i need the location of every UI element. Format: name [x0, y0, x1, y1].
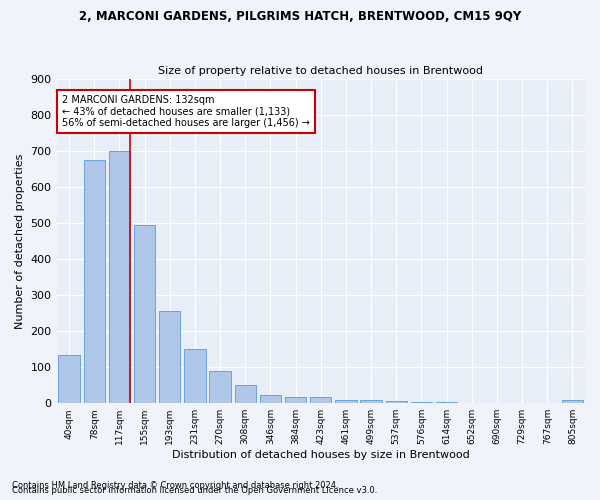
Bar: [134, 225, 155, 403]
Bar: [83, 160, 105, 403]
X-axis label: Distribution of detached houses by size in Brentwood: Distribution of detached houses by size …: [172, 450, 470, 460]
Bar: [235, 385, 256, 403]
Bar: [58, 354, 80, 403]
Title: Size of property relative to detached houses in Brentwood: Size of property relative to detached ho…: [158, 66, 483, 76]
Bar: [361, 400, 382, 403]
Text: Contains public sector information licensed under the Open Government Licence v3: Contains public sector information licen…: [12, 486, 377, 495]
Text: Contains HM Land Registry data © Crown copyright and database right 2024.: Contains HM Land Registry data © Crown c…: [12, 481, 338, 490]
Bar: [562, 400, 583, 403]
Text: 2 MARCONI GARDENS: 132sqm
← 43% of detached houses are smaller (1,133)
56% of se: 2 MARCONI GARDENS: 132sqm ← 43% of detac…: [62, 96, 310, 128]
Bar: [285, 396, 307, 403]
Bar: [411, 402, 432, 403]
Bar: [184, 349, 206, 403]
Text: 2, MARCONI GARDENS, PILGRIMS HATCH, BRENTWOOD, CM15 9QY: 2, MARCONI GARDENS, PILGRIMS HATCH, BREN…: [79, 10, 521, 23]
Y-axis label: Number of detached properties: Number of detached properties: [15, 154, 25, 329]
Bar: [159, 312, 181, 403]
Bar: [310, 396, 331, 403]
Bar: [436, 402, 457, 403]
Bar: [260, 395, 281, 403]
Bar: [386, 402, 407, 403]
Bar: [209, 371, 231, 403]
Bar: [109, 151, 130, 403]
Bar: [335, 400, 356, 403]
